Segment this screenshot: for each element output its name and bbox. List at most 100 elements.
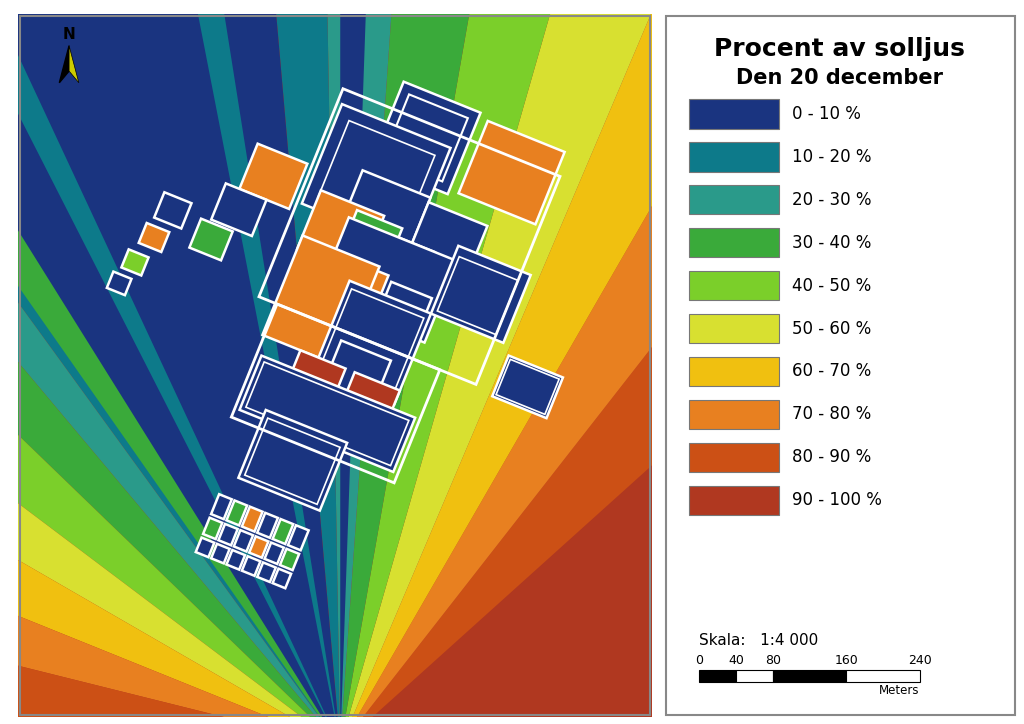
Polygon shape xyxy=(138,223,169,252)
Polygon shape xyxy=(377,282,432,334)
Polygon shape xyxy=(297,190,384,274)
Polygon shape xyxy=(0,321,340,724)
Polygon shape xyxy=(0,88,340,724)
Polygon shape xyxy=(384,237,435,288)
Polygon shape xyxy=(211,183,266,236)
Polygon shape xyxy=(371,82,480,194)
Text: Procent av solljus: Procent av solljus xyxy=(715,37,965,61)
Text: 240: 240 xyxy=(907,654,932,667)
Polygon shape xyxy=(233,530,253,552)
Polygon shape xyxy=(384,94,468,182)
Text: 20 - 30 %: 20 - 30 % xyxy=(792,191,871,209)
Polygon shape xyxy=(187,0,340,724)
Polygon shape xyxy=(189,219,232,261)
Polygon shape xyxy=(340,0,1024,724)
Polygon shape xyxy=(0,0,340,724)
Polygon shape xyxy=(0,0,340,724)
Text: 80: 80 xyxy=(765,654,780,667)
Bar xyxy=(689,99,779,129)
Bar xyxy=(689,185,779,214)
Polygon shape xyxy=(272,568,291,588)
Polygon shape xyxy=(340,0,645,724)
Text: Den 20 december: Den 20 december xyxy=(736,68,943,88)
Polygon shape xyxy=(0,0,340,724)
Polygon shape xyxy=(340,0,1024,724)
Polygon shape xyxy=(0,0,340,724)
Polygon shape xyxy=(240,143,307,209)
Text: 80 - 90 %: 80 - 90 % xyxy=(792,448,870,466)
Bar xyxy=(846,670,920,682)
Text: 50 - 60 %: 50 - 60 % xyxy=(792,319,870,337)
Text: 90 - 100 %: 90 - 100 % xyxy=(792,491,882,509)
Polygon shape xyxy=(319,289,424,397)
Bar xyxy=(689,142,779,172)
Polygon shape xyxy=(246,362,409,466)
Polygon shape xyxy=(226,500,247,526)
Polygon shape xyxy=(313,281,431,404)
Polygon shape xyxy=(318,121,435,232)
Polygon shape xyxy=(257,513,278,538)
Polygon shape xyxy=(0,0,340,724)
Polygon shape xyxy=(407,202,487,280)
Polygon shape xyxy=(155,193,191,229)
Text: 0: 0 xyxy=(695,654,703,667)
Polygon shape xyxy=(5,0,340,724)
Bar xyxy=(689,486,779,515)
Text: 40: 40 xyxy=(728,654,744,667)
Bar xyxy=(736,670,773,682)
Polygon shape xyxy=(242,556,260,576)
Polygon shape xyxy=(339,170,430,256)
Polygon shape xyxy=(0,0,340,724)
Text: 60 - 70 %: 60 - 70 % xyxy=(792,363,870,381)
Polygon shape xyxy=(239,410,347,510)
Polygon shape xyxy=(431,245,530,343)
Polygon shape xyxy=(59,46,69,83)
Text: 30 - 40 %: 30 - 40 % xyxy=(792,234,871,252)
Bar xyxy=(689,228,779,257)
Bar xyxy=(689,314,779,343)
Polygon shape xyxy=(0,0,340,724)
Polygon shape xyxy=(257,563,275,582)
Polygon shape xyxy=(249,536,268,557)
Polygon shape xyxy=(240,355,415,472)
Text: 10 - 20 %: 10 - 20 % xyxy=(792,148,871,166)
Text: 0 - 10 %: 0 - 10 % xyxy=(792,105,860,123)
Polygon shape xyxy=(281,350,346,418)
Polygon shape xyxy=(262,235,380,366)
Polygon shape xyxy=(203,518,222,539)
Polygon shape xyxy=(272,519,293,544)
Polygon shape xyxy=(329,257,388,311)
Text: N: N xyxy=(62,27,76,42)
Polygon shape xyxy=(340,0,1024,724)
Bar xyxy=(689,400,779,429)
Polygon shape xyxy=(0,0,340,724)
Polygon shape xyxy=(211,494,231,519)
Text: 40 - 50 %: 40 - 50 % xyxy=(792,277,870,295)
Polygon shape xyxy=(309,0,463,724)
Bar xyxy=(689,442,779,472)
Polygon shape xyxy=(69,46,79,83)
Polygon shape xyxy=(496,359,559,414)
Polygon shape xyxy=(264,542,284,564)
Polygon shape xyxy=(0,0,340,724)
Polygon shape xyxy=(340,0,824,724)
Polygon shape xyxy=(242,507,262,531)
Polygon shape xyxy=(106,272,131,295)
Polygon shape xyxy=(459,121,564,224)
Polygon shape xyxy=(211,544,229,563)
Bar xyxy=(699,670,736,682)
Polygon shape xyxy=(316,217,458,342)
Polygon shape xyxy=(280,549,299,571)
Text: Skala:   1:4 000: Skala: 1:4 000 xyxy=(699,634,818,648)
Polygon shape xyxy=(493,355,563,418)
Polygon shape xyxy=(226,550,245,570)
Polygon shape xyxy=(340,0,401,724)
Polygon shape xyxy=(218,524,238,545)
Polygon shape xyxy=(337,372,400,436)
Text: Meters: Meters xyxy=(879,683,920,696)
Polygon shape xyxy=(437,257,518,334)
Text: 160: 160 xyxy=(835,654,858,667)
Polygon shape xyxy=(340,0,1024,724)
Bar xyxy=(773,670,846,682)
Polygon shape xyxy=(122,249,148,275)
